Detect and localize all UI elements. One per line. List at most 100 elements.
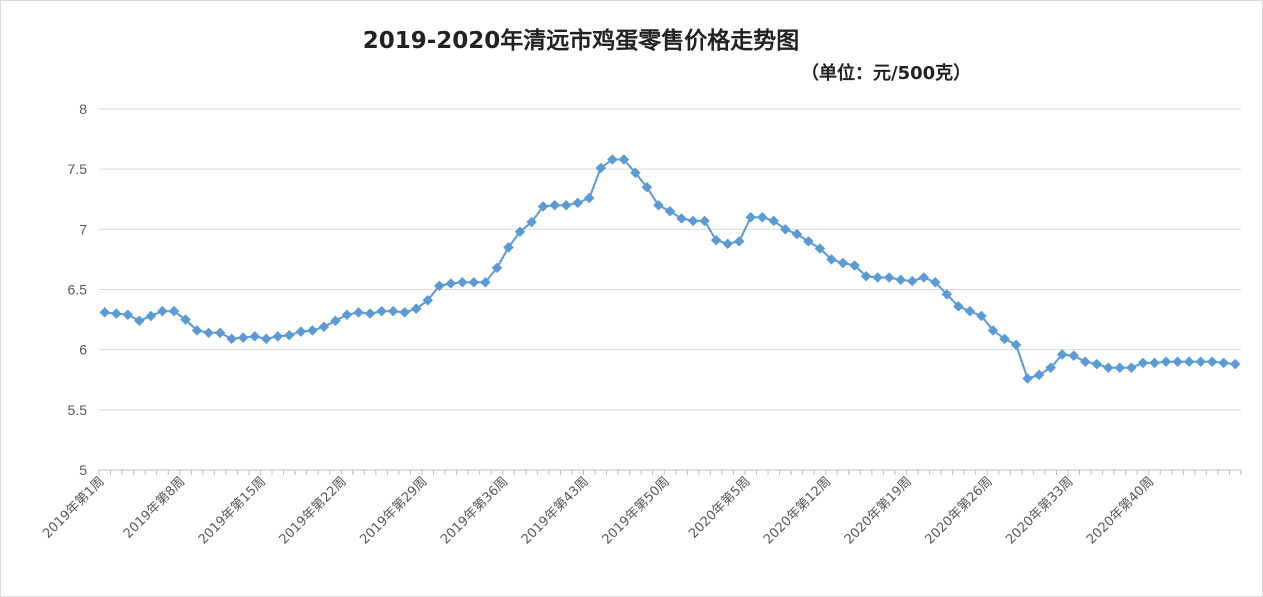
data-point — [803, 236, 814, 247]
data-point — [883, 272, 895, 283]
data-point — [1137, 357, 1149, 369]
x-axis-ticks: 2019年第1周 2019年第8周 2019年第15周 2019年第22周 2019年第… — [40, 474, 1157, 547]
data-point — [606, 154, 618, 165]
data-point — [526, 216, 537, 228]
data-point — [1229, 358, 1241, 370]
data-point — [1160, 356, 1172, 368]
data-point — [780, 223, 791, 235]
data-point — [1126, 362, 1137, 374]
data-point — [145, 310, 157, 322]
data-point — [445, 278, 457, 289]
data-point — [214, 327, 226, 339]
data-point — [918, 272, 930, 283]
data-point — [503, 242, 514, 253]
data-point — [710, 234, 722, 246]
y-axis-ticks: 5 5.5 6 6.5 7 7.5 8 — [68, 101, 88, 478]
data-point — [1079, 356, 1091, 368]
series-price — [99, 154, 1241, 384]
data-point — [457, 276, 468, 288]
y-tick-label: 5.5 — [68, 402, 88, 418]
x-tick-label: 2020年第5周 — [686, 474, 753, 541]
data-point — [895, 274, 907, 286]
data-point — [756, 211, 768, 223]
x-tick-label: 2019年第50周 — [600, 474, 673, 547]
data-point — [168, 305, 180, 317]
data-point — [837, 257, 849, 269]
data-point — [330, 315, 341, 327]
data-point — [514, 226, 526, 238]
data-point — [687, 215, 699, 227]
data-point — [1091, 358, 1103, 370]
data-point — [433, 280, 445, 292]
data-point — [341, 309, 353, 321]
y-tick-label: 5 — [79, 462, 87, 478]
data-point — [1206, 356, 1218, 368]
data-point — [307, 325, 318, 336]
data-point — [1068, 350, 1080, 362]
x-tick-label: 2020年第19周 — [842, 474, 915, 547]
data-point — [203, 327, 214, 339]
data-point — [537, 201, 549, 212]
data-point — [1102, 362, 1114, 374]
data-point — [583, 192, 595, 204]
data-point — [1218, 357, 1230, 369]
chart-title: 2019-2020年清远市鸡蛋零售价格走势图 — [362, 28, 800, 54]
data-point — [768, 215, 780, 227]
data-point — [1195, 356, 1206, 368]
x-tick-label: 2019年第15周 — [196, 474, 269, 547]
data-point — [180, 314, 191, 325]
series-line — [104, 158, 1236, 380]
data-point — [468, 276, 480, 288]
data-point — [110, 308, 122, 319]
data-point — [676, 213, 687, 224]
x-tick-label: 2019年第36周 — [438, 474, 511, 547]
data-point — [1033, 369, 1045, 381]
data-point — [260, 333, 272, 345]
data-point — [226, 333, 238, 345]
data-point — [953, 300, 964, 312]
x-tick-label: 2020年第40周 — [1084, 474, 1157, 547]
data-point — [295, 326, 307, 337]
y-tick-label: 7 — [79, 221, 87, 237]
data-point — [699, 215, 710, 227]
data-point — [560, 199, 572, 211]
data-point — [849, 260, 860, 271]
data-point — [987, 325, 999, 336]
data-point — [572, 197, 584, 209]
data-point — [376, 305, 387, 317]
y-tick-label: 6.5 — [68, 282, 88, 298]
data-point — [595, 162, 607, 174]
data-point — [480, 276, 491, 288]
data-point — [941, 288, 953, 300]
data-point — [157, 305, 168, 317]
data-point — [1172, 356, 1183, 368]
data-point — [1056, 349, 1068, 360]
data-point — [1114, 362, 1126, 374]
x-tick-label: 2019年第29周 — [357, 474, 430, 547]
data-point — [237, 332, 249, 343]
data-point — [549, 199, 560, 211]
data-point — [249, 331, 261, 342]
data-point — [1183, 356, 1195, 368]
data-point — [410, 303, 422, 315]
data-point — [791, 228, 803, 240]
y-tick-label: 7.5 — [68, 161, 88, 177]
data-point — [283, 329, 295, 341]
data-point — [745, 211, 757, 223]
data-point — [906, 275, 918, 287]
chart-subtitle: （单位：元/500克） — [801, 63, 972, 84]
x-tick-label: 2020年第33周 — [1003, 474, 1076, 547]
data-point — [364, 308, 376, 319]
data-point — [1022, 373, 1033, 384]
data-point — [630, 167, 641, 179]
data-point — [1045, 362, 1057, 374]
data-point — [272, 331, 284, 342]
data-point — [1010, 339, 1022, 351]
data-point — [122, 309, 134, 321]
data-point — [976, 310, 987, 322]
x-tick-label: 2020年第12周 — [761, 474, 834, 547]
data-point — [872, 272, 883, 283]
data-point — [353, 307, 364, 318]
